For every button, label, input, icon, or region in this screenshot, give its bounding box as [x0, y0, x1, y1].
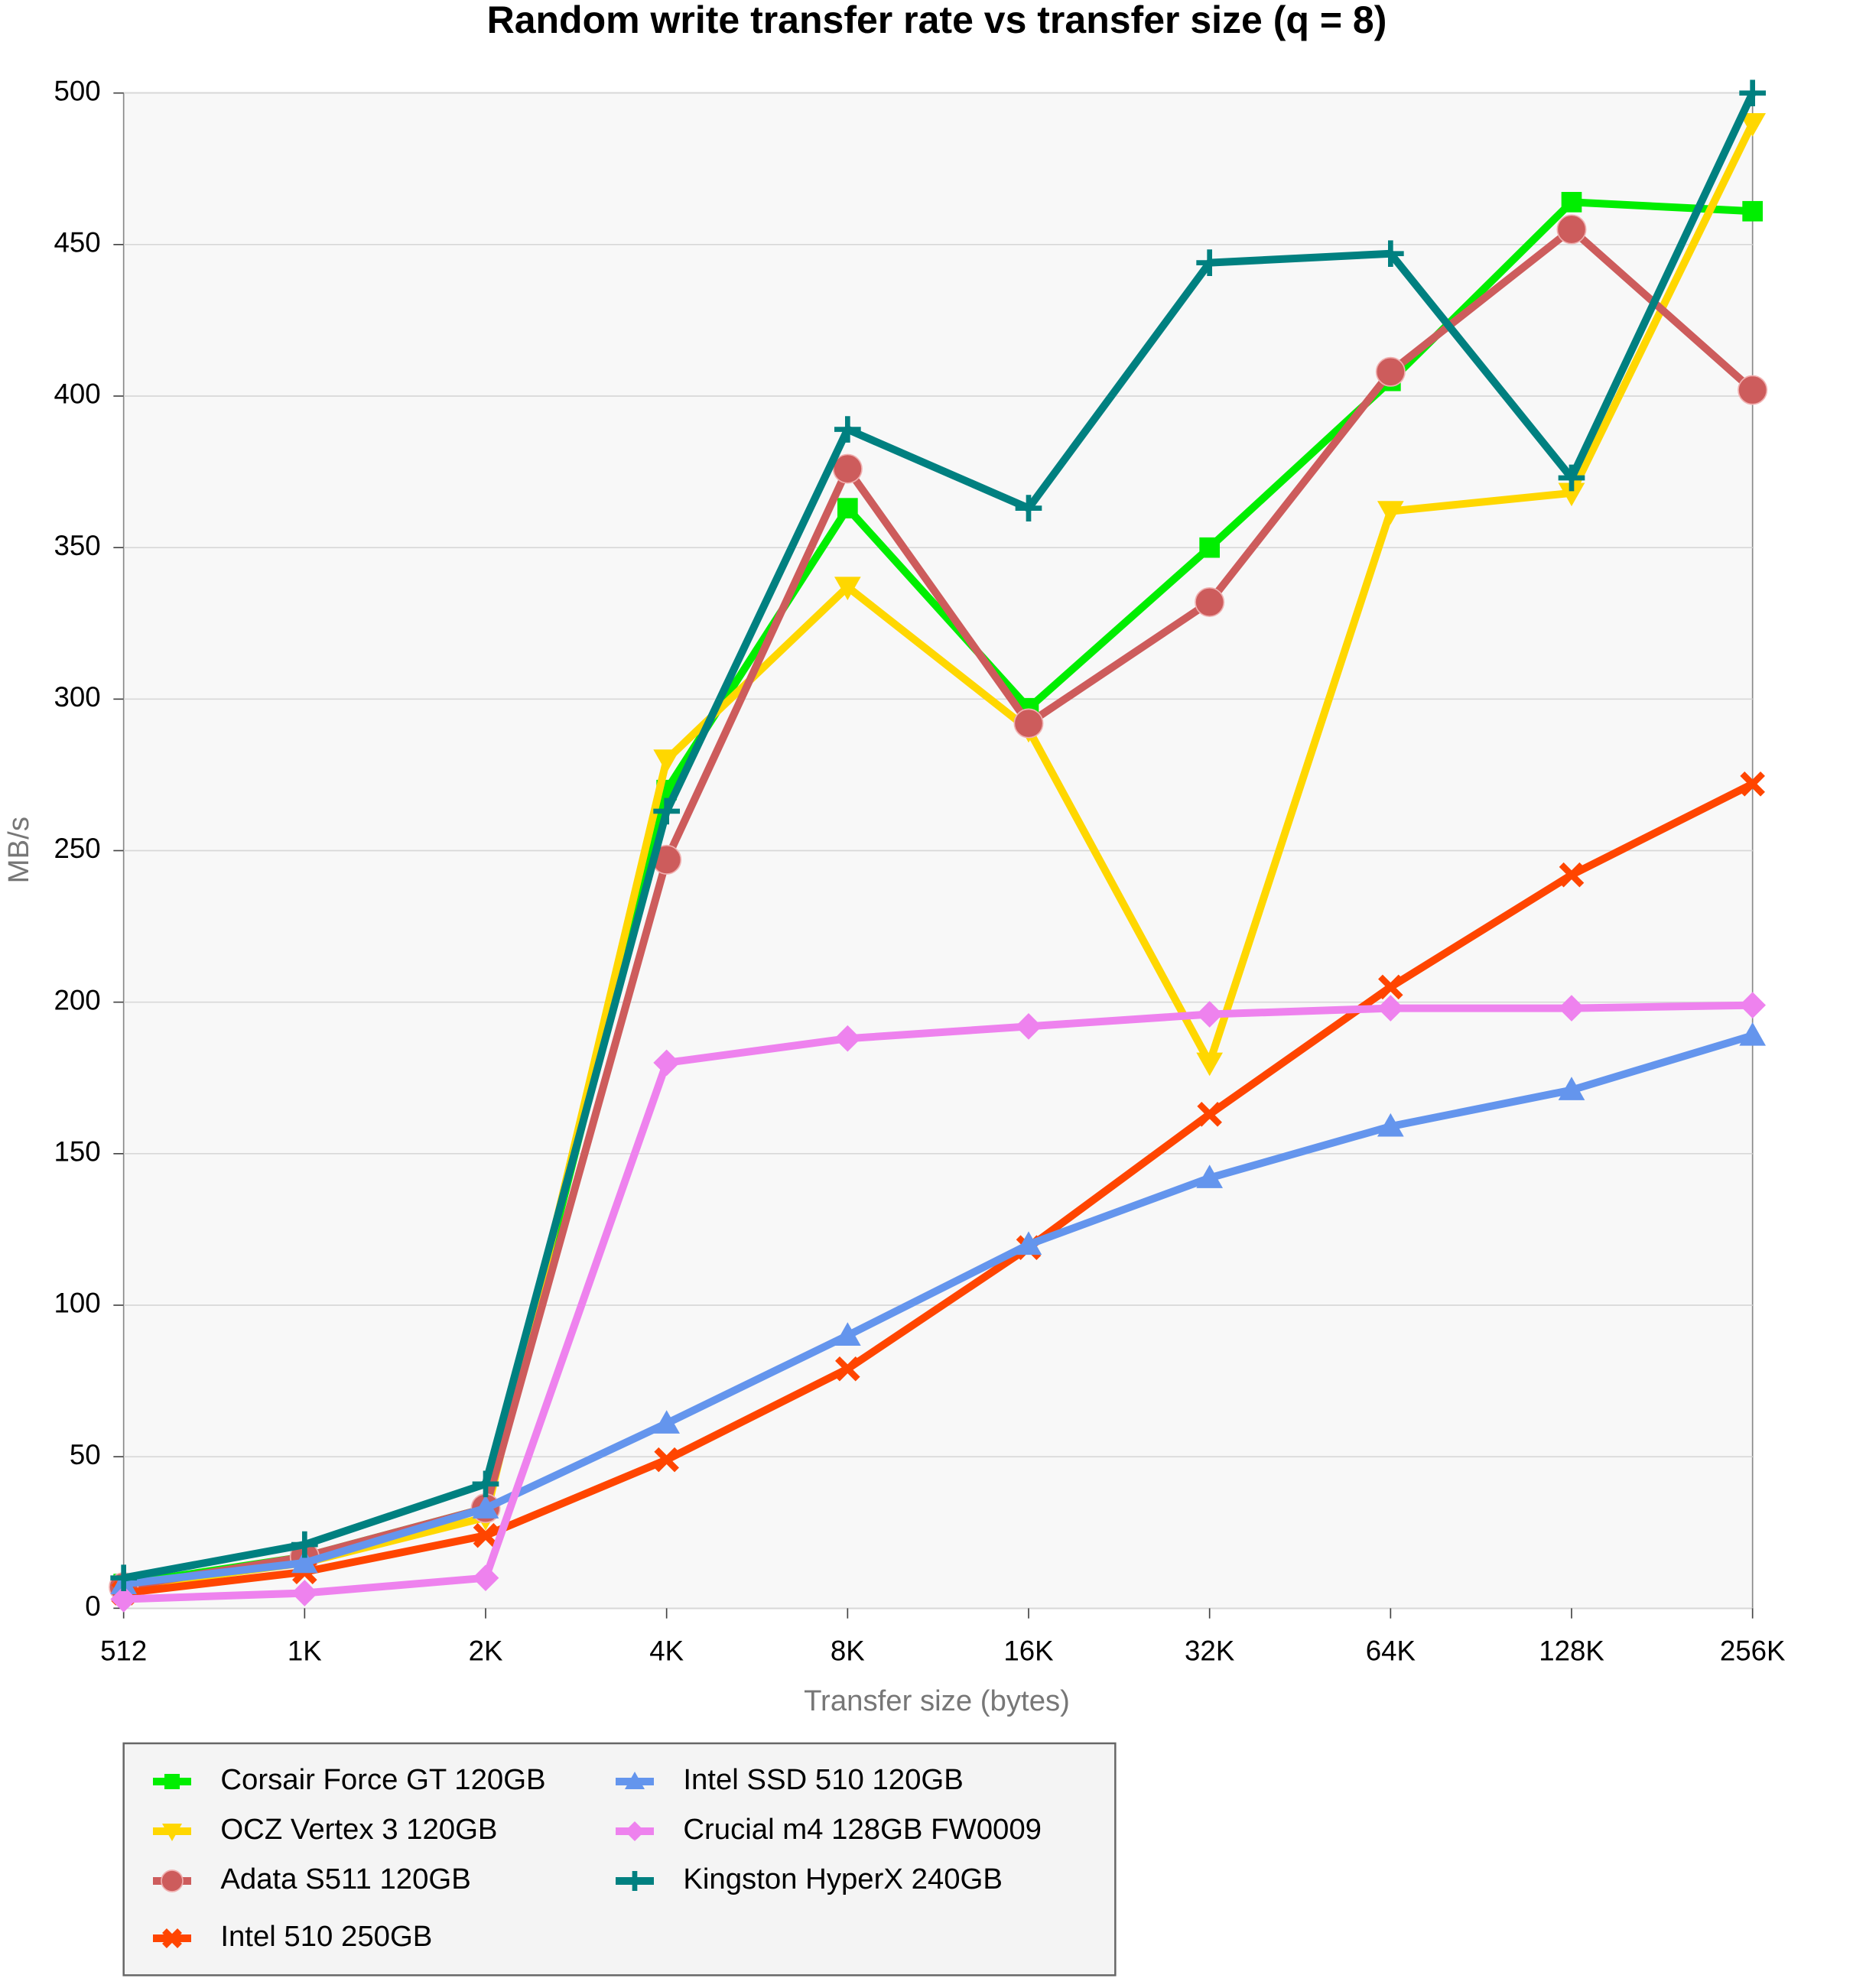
data-point	[1742, 200, 1763, 222]
x-tick-label: 8K	[831, 1635, 865, 1666]
legend-marker	[161, 1869, 184, 1892]
data-point	[110, 1564, 138, 1592]
data-point	[1561, 192, 1582, 213]
data-point	[1558, 482, 1585, 507]
data-point	[1739, 1022, 1766, 1046]
legend-marker	[162, 1928, 182, 1948]
data-point	[1740, 771, 1765, 797]
legend-label: Intel SSD 510 120GB	[683, 1763, 963, 1796]
series-line	[123, 1031, 1754, 1588]
y-tick-label: 200	[54, 984, 100, 1015]
data-point	[1377, 501, 1404, 525]
data-point	[1739, 112, 1766, 137]
series-line	[123, 122, 1757, 1591]
x-tick-label: 256K	[1720, 1635, 1786, 1666]
data-point	[1199, 537, 1220, 558]
data-point	[1377, 1113, 1404, 1137]
legend-label: Intel 510 250GB	[220, 1920, 432, 1953]
chart-title: Random write transfer rate vs transfer s…	[487, 0, 1387, 41]
data-point	[837, 498, 858, 518]
legend-marker	[162, 1824, 182, 1841]
data-point	[1013, 708, 1044, 739]
data-point	[473, 1522, 499, 1548]
data-point	[653, 797, 680, 825]
data-point	[1559, 862, 1585, 888]
data-point	[1196, 1165, 1223, 1188]
data-point	[472, 1564, 499, 1592]
data-point	[653, 749, 681, 773]
y-tick-label: 250	[54, 833, 100, 864]
data-point	[835, 1356, 860, 1382]
data-point	[110, 1586, 137, 1613]
data-point	[472, 1495, 499, 1519]
data-point	[1375, 356, 1406, 387]
legend-label: OCZ Vertex 3 120GB	[220, 1813, 497, 1846]
x-tick-label: 4K	[649, 1635, 684, 1666]
data-point	[1195, 587, 1225, 618]
x-tick-label: 64K	[1366, 1635, 1416, 1666]
legend-label: Kingston HyperX 240GB	[683, 1863, 1003, 1895]
data-point	[1377, 240, 1404, 268]
series-line	[123, 780, 1754, 1597]
data-point	[1556, 214, 1587, 245]
x-tick-label: 2K	[469, 1635, 503, 1666]
data-point	[1558, 464, 1585, 492]
legend-label: Crucial m4 128GB FW0009	[683, 1813, 1042, 1846]
data-point	[834, 577, 861, 601]
data-point	[834, 416, 861, 443]
data-point	[1558, 1077, 1585, 1100]
x-tick-label: 1K	[288, 1635, 322, 1666]
data-point	[1558, 995, 1585, 1022]
data-point	[654, 1447, 679, 1473]
y-tick-label: 100	[54, 1288, 100, 1319]
data-point	[472, 1470, 499, 1498]
data-point	[1196, 1001, 1223, 1028]
y-tick-label: 500	[54, 75, 100, 106]
legend-marker	[164, 1774, 180, 1789]
data-point	[1739, 992, 1766, 1018]
data-point	[1377, 995, 1404, 1022]
series-line	[122, 91, 1757, 1582]
series-line	[123, 1001, 1753, 1603]
x-tick-label: 512	[100, 1635, 147, 1666]
y-tick-label: 150	[54, 1136, 100, 1168]
data-point	[834, 1025, 861, 1052]
data-point	[291, 1580, 318, 1606]
x-tick-label: 128K	[1539, 1635, 1604, 1666]
legend-label: Adata S511 120GB	[220, 1863, 470, 1895]
x-tick-label: 32K	[1185, 1635, 1235, 1666]
legend-marker	[625, 1772, 645, 1789]
data-point	[1197, 1102, 1222, 1127]
data-point	[1738, 375, 1768, 405]
data-point	[1015, 495, 1042, 521]
y-tick-label: 300	[54, 681, 100, 713]
data-point	[834, 1322, 861, 1346]
y-tick-label: 350	[54, 530, 100, 561]
data-point	[653, 1410, 681, 1434]
y-tick-label: 50	[70, 1439, 101, 1470]
data-point	[291, 1531, 318, 1558]
data-point	[1378, 974, 1403, 1000]
y-tick-label: 450	[54, 227, 100, 258]
data-point	[1196, 1052, 1223, 1077]
y-tick-label: 400	[54, 378, 100, 410]
y-axis-label: MB/s	[2, 817, 35, 883]
data-point	[1196, 249, 1223, 276]
legend-marker	[625, 1871, 645, 1891]
data-point	[1739, 80, 1767, 107]
data-point	[832, 453, 863, 484]
data-point	[291, 1549, 318, 1574]
x-tick-label: 16K	[1003, 1635, 1054, 1666]
data-point	[1015, 1231, 1042, 1255]
x-axis-label: Transfer size (bytes)	[804, 1684, 1070, 1717]
legend-marker	[625, 1821, 645, 1841]
legend-label: Corsair Force GT 120GB	[220, 1763, 545, 1796]
y-tick-label: 0	[85, 1590, 100, 1622]
